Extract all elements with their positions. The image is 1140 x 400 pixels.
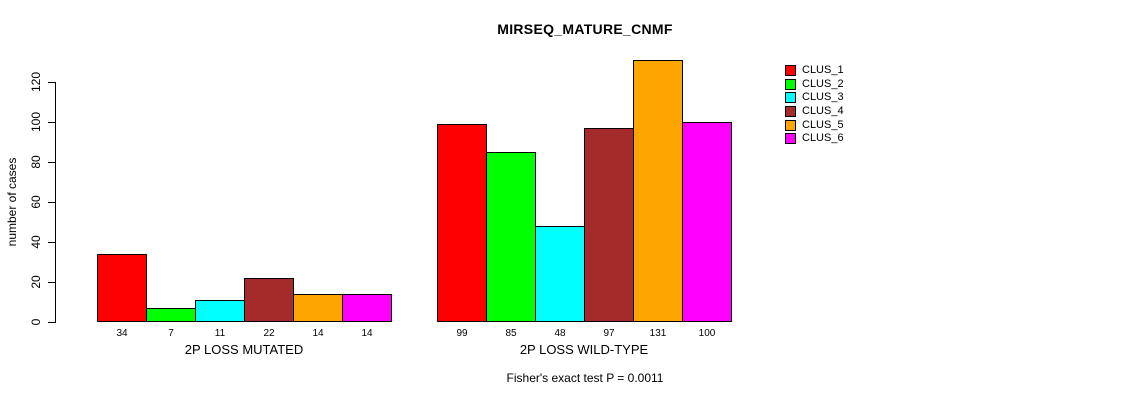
bar-value-label: 131 [649, 328, 667, 339]
legend-swatch [785, 105, 796, 117]
bar [437, 124, 487, 322]
bar [244, 278, 294, 322]
bar [97, 254, 147, 322]
y-tick-label: 100 [29, 111, 43, 133]
bar-value-label: 11 [214, 328, 226, 339]
group-label: 2P LOSS WILD-TYPE [519, 342, 649, 357]
y-tick [48, 82, 55, 83]
legend-item: CLUS_6 [785, 131, 844, 145]
legend-label: CLUS_4 [802, 105, 844, 117]
legend-label: CLUS_1 [802, 64, 844, 76]
y-tick [48, 202, 55, 203]
chart-title: MIRSEQ_MATURE_CNMF [497, 21, 673, 37]
bar-value-label: 7 [168, 328, 174, 339]
legend-swatch [785, 64, 796, 76]
bar-value-label: 85 [505, 328, 517, 339]
group-label: 2P LOSS MUTATED [184, 342, 304, 357]
legend-label: CLUS_3 [802, 91, 844, 103]
bar-value-label: 34 [116, 328, 128, 339]
y-tick-label: 20 [29, 275, 43, 289]
bar-value-label: 22 [263, 328, 275, 339]
bar-value-label: 48 [554, 328, 566, 339]
y-tick-label: 120 [29, 71, 43, 93]
y-tick [48, 282, 55, 283]
y-tick-label: 0 [29, 318, 43, 326]
legend-swatch [785, 78, 796, 90]
legend-label: CLUS_5 [802, 119, 844, 131]
legend-item: CLUS_5 [785, 118, 844, 132]
bar [146, 308, 196, 322]
y-axis-title: number of cases [5, 157, 19, 247]
y-tick-label: 80 [29, 155, 43, 169]
bar-value-label: 14 [361, 328, 373, 339]
y-tick [48, 162, 55, 163]
bar [584, 128, 634, 322]
y-tick [48, 322, 55, 323]
legend-item: CLUS_2 [785, 77, 844, 91]
bar [195, 300, 245, 322]
bar-value-label: 100 [698, 328, 716, 339]
bar [633, 60, 683, 322]
legend-item: CLUS_3 [785, 90, 844, 104]
y-tick [48, 242, 55, 243]
legend-swatch [785, 132, 796, 144]
bar [342, 294, 392, 322]
bar-value-label: 14 [312, 328, 324, 339]
legend-swatch [785, 119, 796, 131]
bar-value-label: 99 [456, 328, 468, 339]
y-tick [48, 122, 55, 123]
y-axis-line [55, 82, 56, 323]
legend-item: CLUS_4 [785, 104, 844, 118]
bar [486, 152, 536, 322]
legend-swatch [785, 91, 796, 103]
bar [293, 294, 343, 322]
bar [682, 122, 732, 322]
legend-item: CLUS_1 [785, 63, 844, 77]
fisher-test-annotation: Fisher's exact test P = 0.0011 [506, 371, 664, 385]
legend-label: CLUS_6 [802, 132, 844, 144]
bar-value-label: 97 [603, 328, 615, 339]
bar [535, 226, 585, 322]
y-tick-label: 40 [29, 235, 43, 249]
y-tick-label: 60 [29, 195, 43, 209]
legend-label: CLUS_2 [802, 78, 844, 90]
